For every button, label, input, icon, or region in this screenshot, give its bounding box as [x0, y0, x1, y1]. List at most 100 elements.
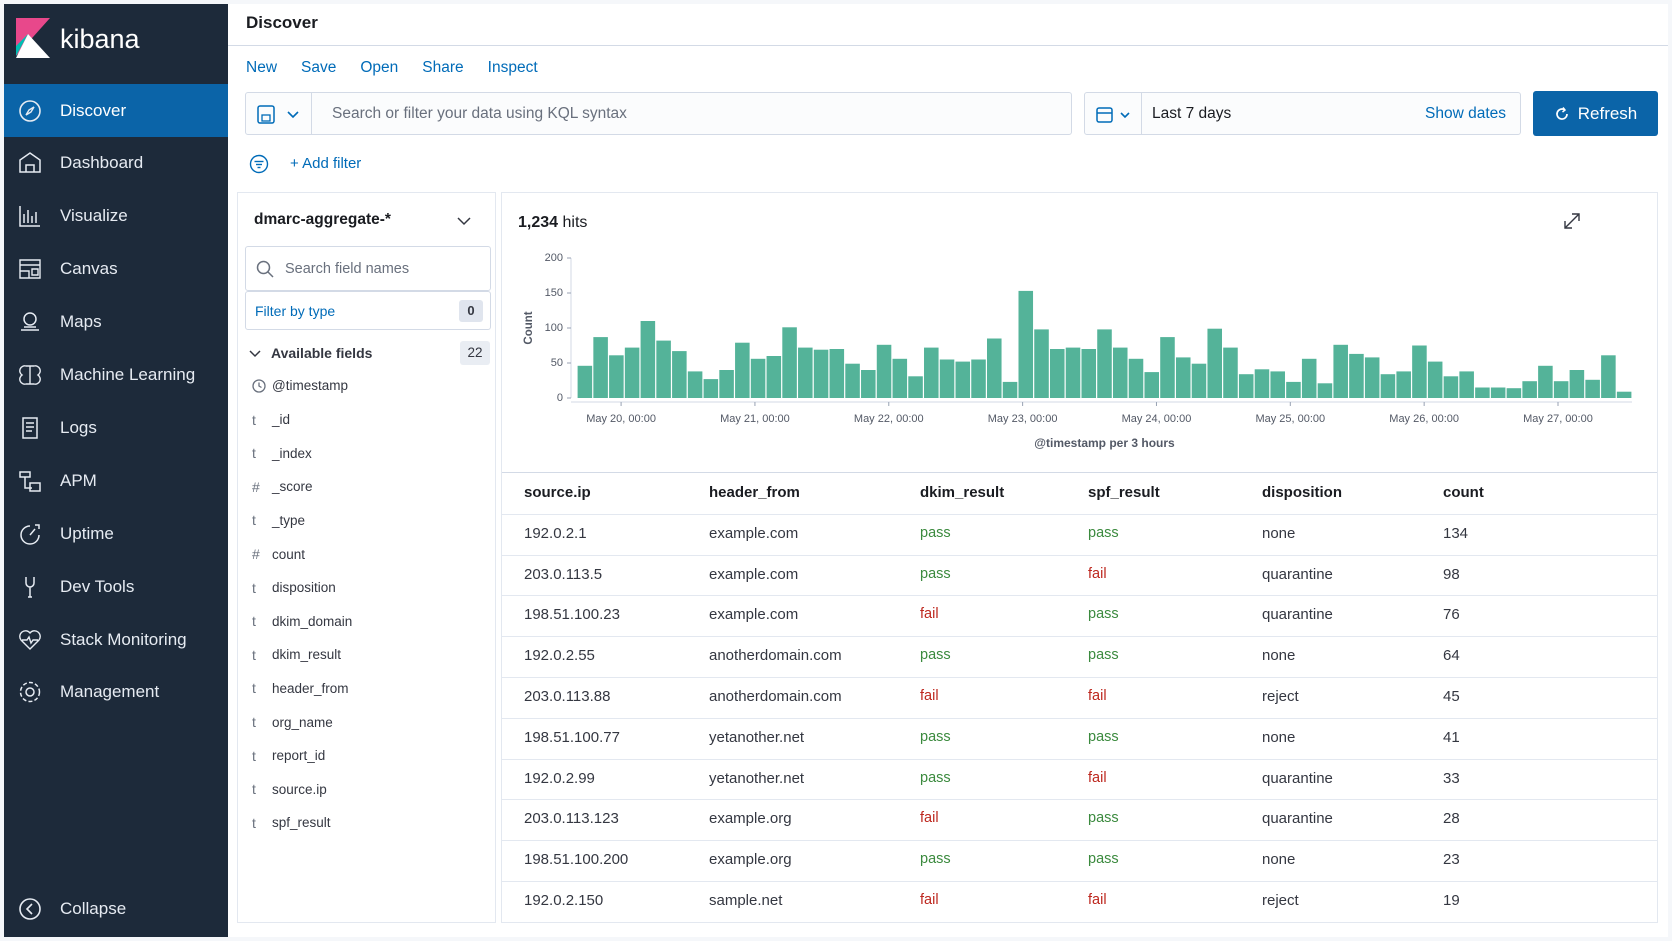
table-cell: 98 — [1443, 565, 1460, 583]
field-item[interactable]: t report_id — [252, 748, 325, 764]
hits: 1,234 hits — [518, 214, 587, 231]
nav-item[interactable]: Logs — [4, 401, 228, 454]
table-cell: 45 — [1443, 688, 1460, 705]
field-item[interactable]: t org_name — [252, 714, 333, 730]
nav-item[interactable]: APM — [4, 454, 228, 507]
column-header[interactable]: spf_result — [1088, 484, 1160, 501]
nav-label: Dashboard — [60, 153, 144, 173]
bar — [1081, 349, 1097, 398]
logo — [16, 18, 50, 58]
table-cell: 203.0.113.5 — [524, 565, 603, 583]
icon — [19, 897, 41, 920]
icon-shape — [19, 682, 41, 703]
table-cell: pass — [1088, 606, 1119, 623]
y-tick-label: 200 — [545, 252, 563, 264]
field-item[interactable]: t header_from — [252, 680, 349, 696]
table-cell: 23 — [1443, 851, 1460, 869]
nav-label: Maps — [60, 312, 102, 332]
table-cell: fail — [1088, 565, 1107, 582]
table-cell: sample.net — [709, 892, 783, 909]
column-header[interactable]: disposition — [1262, 484, 1342, 501]
available-fields[interactable]: Available fields — [271, 345, 373, 361]
nav-item[interactable]: Management — [4, 666, 228, 719]
table-cell: yetanother.net — [709, 728, 805, 746]
table-cell: none — [1262, 524, 1296, 542]
field-item[interactable]: t _type — [252, 512, 305, 528]
field-item[interactable]: # count — [252, 546, 305, 562]
filter-icon — [249, 154, 269, 174]
field-search-placeholder: Search field names — [285, 261, 410, 277]
nav-item[interactable]: Dev Tools — [4, 560, 228, 613]
field-name: _id — [272, 412, 291, 428]
nav-item[interactable]: Machine Learning — [4, 349, 228, 402]
menu: New Save Open Share Inspect — [246, 59, 538, 77]
field-item[interactable]: t _index — [252, 445, 312, 461]
bar — [1286, 381, 1301, 398]
row-line — [502, 799, 1657, 801]
table-cell: reject — [1262, 892, 1299, 909]
table-cell: pass — [920, 769, 951, 786]
table-cell: 76 — [1443, 606, 1460, 624]
bar — [1065, 347, 1081, 398]
bar — [687, 371, 703, 398]
bar — [766, 356, 782, 398]
field-item[interactable]: # _score — [252, 479, 313, 495]
menu-link[interactable]: Save — [301, 59, 337, 76]
histogram: 1,234 hits 0 50 100 150 200 May 20, 00:00 May … — [518, 213, 1632, 450]
refresh-button[interactable]: Refresh — [1533, 91, 1658, 136]
nav-item[interactable]: Dashboard — [4, 137, 228, 190]
field-search[interactable]: Search field names — [245, 246, 491, 291]
top-bar: Discover — [228, 4, 1668, 46]
bar — [1049, 349, 1065, 398]
field-item[interactable]: @timestamp — [252, 378, 348, 393]
date-picker[interactable]: Last 7 days Show dates — [1084, 92, 1521, 135]
nav-label: Canvas — [60, 259, 118, 279]
bar — [1333, 344, 1348, 398]
nav-label: Logs — [60, 417, 97, 437]
column-header[interactable]: count — [1443, 484, 1484, 501]
table-cell: 19 — [1443, 892, 1460, 909]
nav-item[interactable]: Stack Monitoring — [4, 613, 228, 666]
bar — [1144, 372, 1160, 398]
x-tick-label: May 24, 00:00 — [1122, 413, 1192, 425]
column-header[interactable]: source.ip — [524, 484, 591, 501]
field-item[interactable]: t source.ip — [252, 781, 327, 797]
x-tick-label: May 25, 00:00 — [1255, 413, 1325, 425]
nav-item[interactable]: Canvas — [4, 243, 228, 296]
field-item[interactable]: t _id — [252, 412, 290, 428]
column-header[interactable]: header_from — [709, 484, 800, 501]
menu-link[interactable]: Inspect — [487, 59, 538, 76]
nav-item[interactable]: Visualize — [4, 190, 228, 243]
filter-by-type[interactable]: Filter by type 0 — [245, 291, 491, 330]
menu-link[interactable]: Open — [360, 59, 399, 76]
show-dates[interactable]: Show dates — [1425, 105, 1506, 122]
divider — [1141, 93, 1142, 134]
nav-item[interactable]: Discover — [4, 84, 228, 137]
icon — [19, 152, 41, 174]
icon-shape — [19, 365, 41, 385]
add-filter[interactable]: + Add filter — [290, 155, 362, 172]
expand-icon[interactable] — [1564, 213, 1580, 229]
nav-item[interactable]: Uptime — [4, 507, 228, 560]
menu-link[interactable]: New — [246, 59, 278, 76]
field-item[interactable]: t disposition — [252, 580, 336, 596]
icon — [19, 471, 41, 492]
table-cell: pass — [920, 565, 951, 582]
row-line — [502, 677, 1657, 678]
table-cell: pass — [920, 728, 951, 745]
bar — [1270, 371, 1285, 398]
table-cell: quarantine — [1262, 565, 1333, 583]
x-tick-label: May 21, 00:00 — [720, 413, 790, 425]
column-header[interactable]: dkim_result — [920, 484, 1005, 501]
nav-item[interactable]: Maps — [4, 296, 228, 349]
menu-link[interactable]: Share — [422, 59, 464, 76]
field-item[interactable]: t dkim_result — [252, 647, 341, 663]
collapse-button[interactable]: Collapse — [4, 882, 228, 935]
results-panel: 1,234 hits 0 50 100 150 200 May 20, 00:00 May … — [501, 192, 1658, 923]
bar — [939, 359, 955, 398]
field-item[interactable]: t spf_result — [252, 815, 331, 831]
query-bar[interactable]: Search or filter your data using KQL syn… — [245, 92, 1072, 135]
field-item[interactable]: t dkim_domain — [252, 613, 352, 629]
index-pattern[interactable]: dmarc-aggregate-* — [254, 211, 391, 228]
table-cell: quarantine — [1262, 810, 1333, 828]
